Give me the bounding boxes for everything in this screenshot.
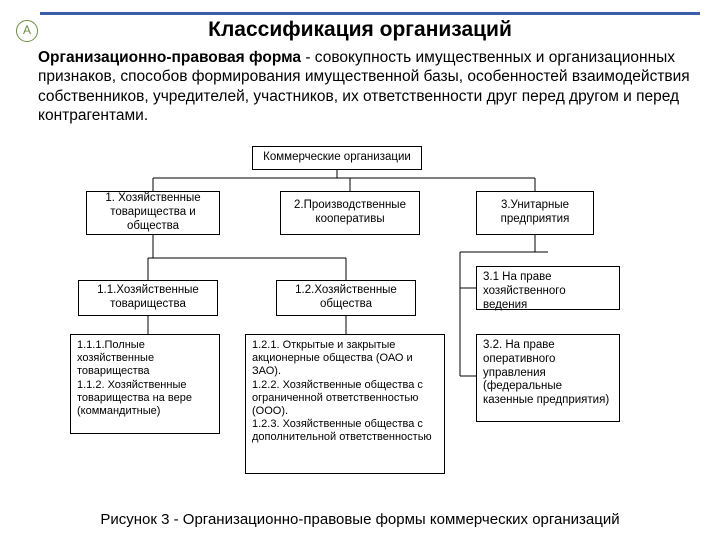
figure-caption: Рисунок 3 - Организационно-правовые форм… bbox=[0, 511, 720, 528]
node-root: Коммерческие организации bbox=[252, 146, 422, 170]
page-title: Классификация организаций bbox=[0, 18, 720, 42]
node-n11: 1.1.Хозяйственные товарищества bbox=[78, 280, 218, 316]
node-n32: 3.2. На праве оперативного управления (ф… bbox=[476, 334, 620, 422]
node-n121: 1.2.1. Открытые и закрытые акционерные о… bbox=[245, 334, 445, 474]
node-n2: 2.Производственные кооперативы bbox=[280, 191, 420, 235]
header-line bbox=[40, 12, 700, 15]
intro-bold: Организационно-правовая форма bbox=[38, 49, 301, 66]
intro-text: Организационно-правовая форма - совокупн… bbox=[38, 48, 690, 126]
node-n12: 1.2.Хозяйственные общества bbox=[276, 280, 416, 316]
node-n111: 1.1.1.Полные хозяйственные товарищества … bbox=[70, 334, 220, 434]
node-n3: 3.Унитарные предприятия bbox=[476, 191, 594, 235]
node-n1: 1. Хозяйственные товарищества и общества bbox=[86, 191, 220, 235]
node-n31: 3.1 На праве хозяйственного ведения bbox=[476, 266, 620, 310]
